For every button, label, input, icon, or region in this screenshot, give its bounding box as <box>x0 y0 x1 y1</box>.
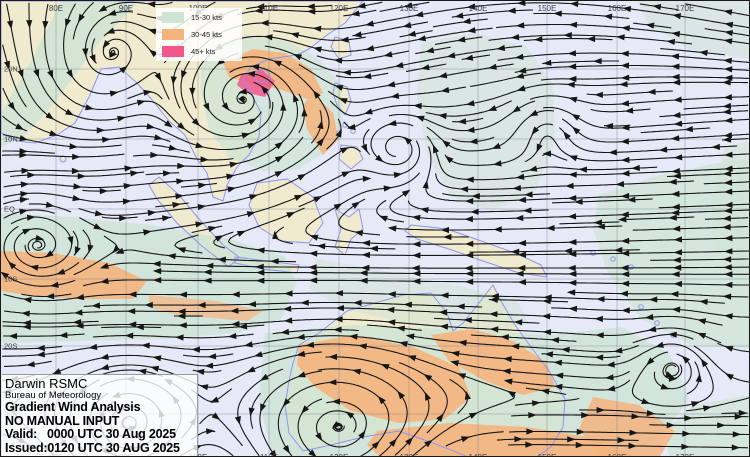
valid-time: Valid: 0000 UTC 30 Aug 2025 <box>5 427 176 441</box>
lon-label-bottom: 100E <box>189 453 208 457</box>
lon-label-bottom: 120E <box>330 453 349 457</box>
lon-label-top: 160E <box>608 4 627 13</box>
issued-time: Issued:0120 UTC 30 AUG 2025 <box>5 440 180 455</box>
legend-label: 15-30 kts <box>191 13 222 22</box>
legend-swatch <box>162 12 184 23</box>
lat-label: EQ <box>4 205 15 214</box>
lon-label-bottom: 110E <box>260 453 278 457</box>
lon-label-bottom: 170E <box>676 453 695 457</box>
bureau-line: Bureau of Meteorology <box>5 390 102 401</box>
lon-label-bottom: 160E <box>608 453 627 457</box>
lon-label-top: 90E <box>119 4 133 13</box>
lon-label-top: 130E <box>400 4 419 13</box>
lat-label: 20N <box>4 65 18 74</box>
legend-item: 45+ kts <box>162 46 236 57</box>
legend-label: 30-45 kts <box>191 30 222 39</box>
lon-label-bottom: 150E <box>538 453 557 457</box>
legend-swatch <box>162 46 184 57</box>
lat-label: 10N <box>4 135 18 144</box>
lat-label: 20S <box>4 342 17 351</box>
lon-label-top: 110E <box>260 4 278 13</box>
lon-label-bottom: 140E <box>469 453 488 457</box>
legend-item: 30-45 kts <box>162 29 236 40</box>
issuance-info-box: Darwin RSMC Bureau of Meteorology Gradie… <box>2 374 198 456</box>
no-manual-input: NO MANUAL INPUT <box>5 413 120 428</box>
lon-label-top: 80E <box>49 4 63 13</box>
lon-label-top: 120E <box>330 4 349 13</box>
lon-label-top: 140E <box>469 4 488 13</box>
wind-speed-legend: 15-30 kts 30-45 kts 45+ kts <box>156 8 242 61</box>
legend-swatch <box>162 29 184 40</box>
lon-label-top: 170E <box>676 4 695 13</box>
lon-label-top: 150E <box>538 4 557 13</box>
org-name: Darwin RSMC <box>5 376 88 391</box>
legend-item: 15-30 kts <box>162 12 236 23</box>
lat-label: 10S <box>4 275 17 284</box>
product-title: Gradient Wind Analysis <box>5 400 141 414</box>
lon-label-bottom: 130E <box>400 453 419 457</box>
legend-label: 45+ kts <box>191 47 216 56</box>
